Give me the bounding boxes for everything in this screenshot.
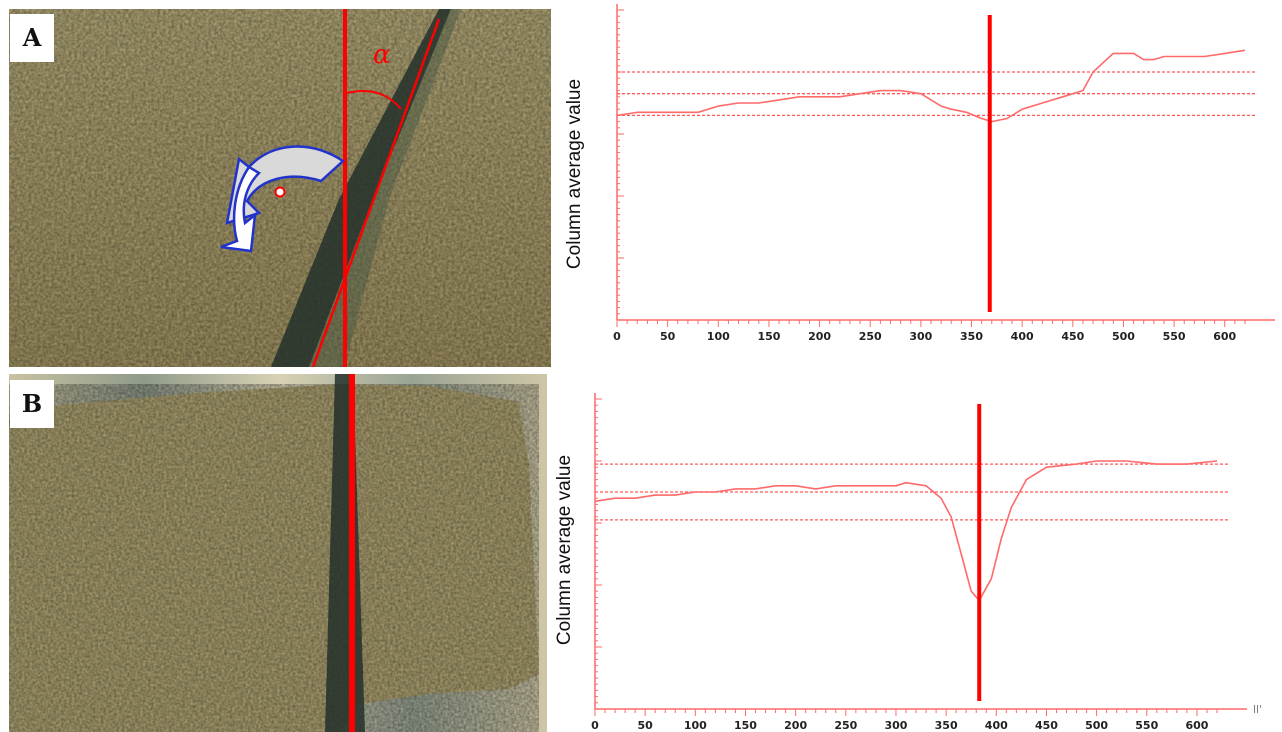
y-axis-label: Column average value [554,455,575,645]
x-tick-label: 550 [1135,719,1158,732]
x-tick-label: 350 [935,719,958,732]
column-average-curve [594,460,1218,602]
row-direction-line [311,18,441,367]
x-tick-label: 300 [909,330,932,343]
x-tick-label: 150 [757,330,780,343]
x-tick-label: 400 [985,719,1008,732]
chart-b: Column average value 0 50 100 150 200 250 300 3… [550,375,1282,732]
x-tick-label: 100 [707,330,730,343]
chart-a: Column average value 0 50 100 150 200 250 300 3… [560,0,1282,370]
x-tick-label: 50 [638,719,654,732]
chart-b-svg: Column average value 0 50 100 150 200 250 300 3… [554,393,1262,732]
field-photo-b [9,374,547,732]
x-tick-label: 550 [1163,330,1186,343]
x-tick-label: 0 [613,330,621,343]
chart-a-svg: Column average value 0 50 100 150 200 250 300 3… [564,4,1282,343]
alpha-angle-arc [346,90,402,110]
x-tick-label: 450 [1061,330,1084,343]
x-tick-label: 450 [1035,719,1058,732]
x-tick-label: 600 [1213,330,1236,343]
x-tick-label: 500 [1112,330,1135,343]
panel-label-a: A [10,14,54,62]
x-tick-label: 200 [808,330,831,343]
field-photo-a: α [9,9,551,367]
x-tick-label: 50 [660,330,676,343]
x-tick-label: 250 [834,719,857,732]
column-average-curve [616,49,1246,123]
panel-label-b: B [10,380,54,428]
curved-rotation-arrow-icon [220,145,346,253]
x-tick-label: 100 [684,719,707,732]
x-tick-label: 200 [784,719,807,732]
x-tick-label: 350 [960,330,983,343]
x-tick-label: 500 [1085,719,1108,732]
panel-a-overlay: α [220,9,441,367]
y-axis-label: Column average value [564,79,585,269]
panel-b-overlay [349,374,355,732]
alpha-label: α [373,40,391,70]
x-tick-label: 600 [1185,719,1208,732]
rotation-center-dot [274,186,286,198]
x-tick-label: 150 [734,719,757,732]
x-tick-label: 250 [859,330,882,343]
x-tick-label: 400 [1011,330,1034,343]
x-tick-label: 300 [884,719,907,732]
x-axis-end-label: ll' [1253,703,1262,716]
x-tick-label: 0 [591,719,599,732]
